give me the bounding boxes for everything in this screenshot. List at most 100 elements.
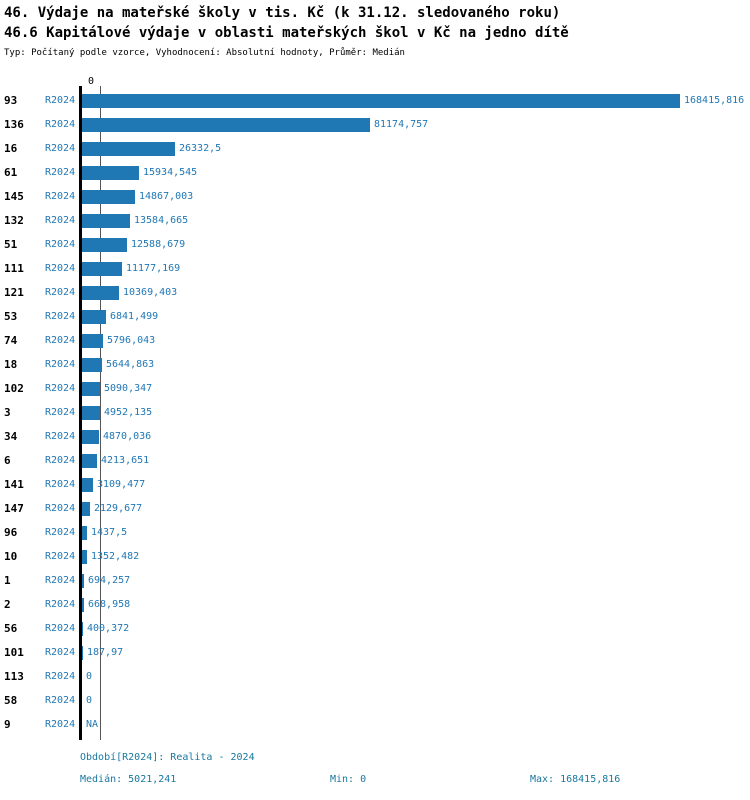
row-period-label: R2024 [45,311,76,322]
value-axis-zero-tick-label: 0 [88,76,95,87]
chart-row: 18 R2024 5644,863 [0,353,750,377]
row-period-label: R2024 [45,167,76,178]
row-category-label: 16 [4,142,18,155]
bar-value-label: 6841,499 [110,311,159,322]
row-category-label: 10 [4,550,18,563]
row-category-label: 1 [4,574,11,587]
bar [82,526,87,540]
row-period-label: R2024 [45,503,76,514]
row-category-label: 2 [4,598,11,611]
bar-value-label: 400,372 [87,623,130,634]
bar [82,334,103,348]
row-category-label: 101 [4,646,24,659]
bar-value-label: 1352,482 [91,551,140,562]
footer-max-label: Max: 168415,816 [530,774,621,785]
row-category-label: 74 [4,334,18,347]
bar [82,286,119,300]
footer-period-label: Období[R2024]: Realita - 2024 [80,752,255,763]
bar [82,118,370,132]
bar [82,550,87,564]
bar [82,622,83,636]
row-category-label: 147 [4,502,24,515]
chart-row: 56 R2024 400,372 [0,617,750,641]
category-axis-line [79,86,82,740]
footer-median-label: Medián: 5021,241 [80,774,177,785]
bar-value-label: NA [86,719,99,730]
bar-value-label: 4213,651 [101,455,150,466]
row-period-label: R2024 [45,551,76,562]
row-period-label: R2024 [45,215,76,226]
row-period-label: R2024 [45,455,76,466]
row-category-label: 3 [4,406,11,419]
row-period-label: R2024 [45,287,76,298]
row-period-label: R2024 [45,119,76,130]
chart-row: 102 R2024 5090,347 [0,377,750,401]
row-period-label: R2024 [45,239,76,250]
row-category-label: 136 [4,118,24,131]
chart-row: 121 R2024 10369,403 [0,281,750,305]
bar [82,502,90,516]
bar [82,190,135,204]
row-period-label: R2024 [45,335,76,346]
bar-value-label: 694,257 [88,575,131,586]
bar [82,598,84,612]
plot-area: 93 R2024 168415,816 136 R2024 81174,757 … [0,86,750,740]
row-category-label: 145 [4,190,24,203]
bar-value-label: 4952,135 [104,407,153,418]
bar [82,382,100,396]
row-category-label: 58 [4,694,18,707]
bar [82,454,97,468]
row-category-label: 102 [4,382,24,395]
bar-value-label: 81174,757 [374,119,429,130]
row-period-label: R2024 [45,95,76,106]
bar-value-label: 5796,043 [107,335,156,346]
bar [82,310,106,324]
bar-value-label: 15934,545 [143,167,198,178]
row-period-label: R2024 [45,383,76,394]
bar-value-label: 26332,5 [179,143,222,154]
row-category-label: 6 [4,454,11,467]
chart-row: 6 R2024 4213,651 [0,449,750,473]
bar-value-label: 14867,003 [139,191,194,202]
bar-value-label: 5644,863 [106,359,155,370]
chart-row: 58 R2024 0 [0,689,750,713]
chart-row: 136 R2024 81174,757 [0,113,750,137]
row-category-label: 111 [4,262,24,275]
bar-value-label: 1437,5 [91,527,128,538]
row-period-label: R2024 [45,191,76,202]
chart-row: 16 R2024 26332,5 [0,137,750,161]
bar-value-label: 168415,816 [684,95,745,106]
row-period-label: R2024 [45,359,76,370]
row-category-label: 56 [4,622,18,635]
chart-row: 2 R2024 668,958 [0,593,750,617]
chart-meta-line: Typ: Počítaný podle vzorce, Vyhodnocení:… [4,48,405,58]
bar [82,94,680,108]
bar-value-label: 10369,403 [123,287,178,298]
row-category-label: 34 [4,430,18,443]
bar [82,430,99,444]
row-category-label: 18 [4,358,18,371]
chart-row: 53 R2024 6841,499 [0,305,750,329]
row-category-label: 96 [4,526,18,539]
row-category-label: 93 [4,94,18,107]
chart-row: 9 R2024 NA [0,713,750,737]
bar [82,358,102,372]
row-category-label: 9 [4,718,11,731]
row-category-label: 132 [4,214,24,227]
chart-row: 113 R2024 0 [0,665,750,689]
bar-value-label: 668,958 [88,599,131,610]
bar [82,142,175,156]
chart-rows: 93 R2024 168415,816 136 R2024 81174,757 … [0,89,750,737]
bar-value-label: 2129,677 [94,503,143,514]
bar [82,646,83,660]
row-category-label: 113 [4,670,24,683]
chart-row: 147 R2024 2129,677 [0,497,750,521]
bar-value-label: 12588,679 [131,239,186,250]
bar [82,574,84,588]
bar [82,478,93,492]
chart-row: 93 R2024 168415,816 [0,89,750,113]
chart-row: 1 R2024 694,257 [0,569,750,593]
footer-min-label: Min: 0 [330,774,367,785]
bar-value-label: 0 [86,671,93,682]
chart-row: 61 R2024 15934,545 [0,161,750,185]
